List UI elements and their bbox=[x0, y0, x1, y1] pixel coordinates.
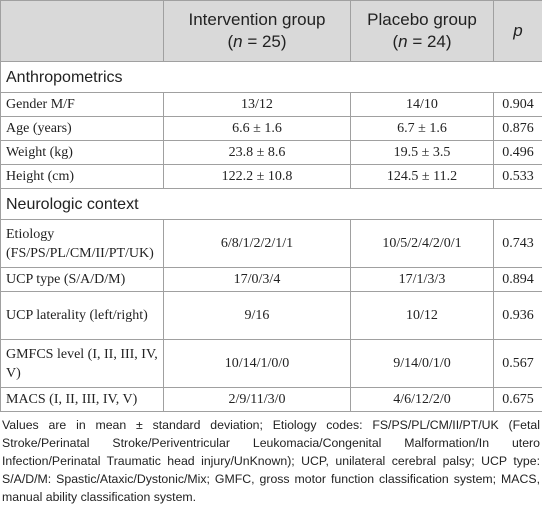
header-text: = 24) bbox=[407, 32, 452, 51]
cell-value: 14/10 bbox=[350, 92, 494, 117]
row-label: Age (years) bbox=[0, 116, 164, 141]
header-row: Intervention group (n = 25) Placebo group… bbox=[0, 0, 542, 62]
section-title: Neurologic context bbox=[0, 188, 542, 220]
cell-value: 0.567 bbox=[493, 339, 542, 388]
header-text: n bbox=[233, 32, 243, 51]
cell-value: 13/12 bbox=[163, 92, 351, 117]
cell-value: 10/14/1/0/0 bbox=[163, 339, 351, 388]
cell-value: 124.5 ± 11.2 bbox=[350, 164, 494, 189]
row-label: Gender M/F bbox=[0, 92, 164, 117]
cell-value: 17/1/3/3 bbox=[350, 267, 494, 292]
row-label: UCP type (S/A/D/M) bbox=[0, 267, 164, 292]
table-body: Anthropometrics Gender M/F 13/12 14/10 0.904… bbox=[0, 61, 542, 412]
data-row: UCP laterality (left/right) 9/16 10/12 0.93… bbox=[0, 291, 542, 340]
cell-value: 0.675 bbox=[493, 387, 542, 412]
cell-value: 9/16 bbox=[163, 291, 351, 340]
header-text: n bbox=[398, 32, 408, 51]
header-cell bbox=[0, 0, 164, 62]
cell-value: 0.936 bbox=[493, 291, 542, 340]
section-row: Anthropometrics bbox=[0, 61, 542, 93]
data-row: MACS (I, II, III, IV, V) 2/9/11/3/0 4/6/12… bbox=[0, 387, 542, 412]
data-row: GMFCS level (I, II, III, IV, V) 10/14/1/0… bbox=[0, 339, 542, 388]
row-label: MACS (I, II, III, IV, V) bbox=[0, 387, 164, 412]
data-row: Height (cm) 122.2 ± 10.8 124.5 ± 11.2 0.533 bbox=[0, 164, 542, 189]
data-row: Weight (kg) 23.8 ± 8.6 19.5 ± 3.5 0.496 bbox=[0, 140, 542, 165]
cell-value: 6.7 ± 1.6 bbox=[350, 116, 494, 141]
header-cell: Intervention group (n = 25) bbox=[163, 0, 351, 62]
header-cell: p bbox=[493, 0, 542, 62]
cell-value: 4/6/12/2/0 bbox=[350, 387, 494, 412]
cell-value: 122.2 ± 10.8 bbox=[163, 164, 351, 189]
cell-value: 6.6 ± 1.6 bbox=[163, 116, 351, 141]
cell-value: 0.894 bbox=[493, 267, 542, 292]
cell-value: 6/8/1/2/2/1/1 bbox=[163, 219, 351, 268]
row-label: Height (cm) bbox=[0, 164, 164, 189]
header-cell: Placebo group (n = 24) bbox=[350, 0, 494, 62]
header-text: ( bbox=[392, 32, 399, 51]
data-row: Age (years) 6.6 ± 1.6 6.7 ± 1.6 0.876 bbox=[0, 116, 542, 141]
cell-value: 0.876 bbox=[493, 116, 542, 141]
cell-value: 10/5/2/4/2/0/1 bbox=[350, 219, 494, 268]
data-row: Gender M/F 13/12 14/10 0.904 bbox=[0, 92, 542, 117]
header-text: Placebo group bbox=[367, 10, 477, 29]
section-title: Anthropometrics bbox=[0, 61, 542, 93]
cell-value: 2/9/11/3/0 bbox=[163, 387, 351, 412]
cell-value: 0.904 bbox=[493, 92, 542, 117]
cell-value: 0.533 bbox=[493, 164, 542, 189]
cell-value: 0.743 bbox=[493, 219, 542, 268]
footnote: Values are in mean ± standard deviation;… bbox=[2, 418, 540, 504]
row-label: UCP laterality (left/right) bbox=[0, 291, 164, 340]
cell-value: 17/0/3/4 bbox=[163, 267, 351, 292]
data-row: UCP type (S/A/D/M) 17/0/3/4 17/1/3/3 0.894 bbox=[0, 267, 542, 292]
row-label: Weight (kg) bbox=[0, 140, 164, 165]
data-table: Intervention group (n = 25) Placebo group… bbox=[0, 0, 542, 412]
data-row: Etiology (FS/PS/PL/CM/II/PT/UK) 6/8/1/2/2… bbox=[0, 219, 542, 268]
section-row: Neurologic context bbox=[0, 188, 542, 220]
header-text: = 25) bbox=[242, 32, 287, 51]
row-label: Etiology (FS/PS/PL/CM/II/PT/UK) bbox=[0, 219, 164, 268]
header-text: Intervention group bbox=[188, 10, 326, 29]
header-text: ( bbox=[227, 32, 234, 51]
cell-value: 19.5 ± 3.5 bbox=[350, 140, 494, 165]
cell-value: 0.496 bbox=[493, 140, 542, 165]
cell-value: 9/14/0/1/0 bbox=[350, 339, 494, 388]
header-text: p bbox=[513, 21, 523, 40]
row-label: GMFCS level (I, II, III, IV, V) bbox=[0, 339, 164, 388]
cell-value: 23.8 ± 8.6 bbox=[163, 140, 351, 165]
cell-value: 10/12 bbox=[350, 291, 494, 340]
